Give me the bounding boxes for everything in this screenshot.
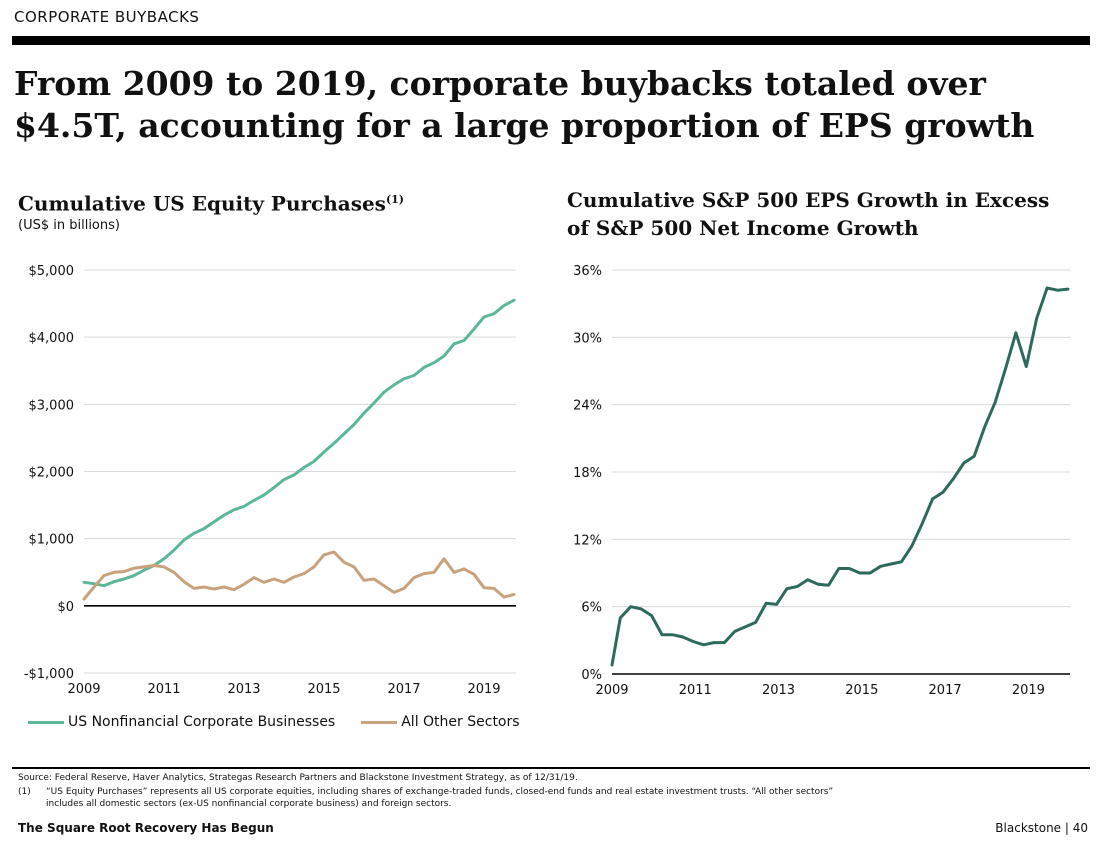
right-chart-series-0-point-20 — [817, 583, 819, 585]
right-chart-series-0-point-35 — [973, 455, 975, 457]
footnote: (1) “US Equity Purchases” represents all … — [18, 786, 1018, 810]
right-chart-ytick-label-2: 12% — [573, 533, 602, 548]
right-chart-series-0-point-12 — [734, 630, 736, 632]
right-chart-series-0-point-2 — [630, 605, 632, 607]
right-chart-series-0-point-44 — [1067, 288, 1069, 290]
footnote-number: (1) — [18, 786, 46, 798]
right-chart-ytick-label-4: 24% — [573, 399, 602, 414]
right-chart-series-0-point-18 — [796, 585, 798, 587]
right-chart-series-0-point-32 — [942, 491, 944, 493]
right-chart-series-0-point-17 — [786, 588, 788, 590]
deck-title: The Square Root Recovery Has Begun — [18, 821, 274, 835]
legend-item-other-sectors: All Other Sectors — [361, 714, 519, 730]
right-chart-series-0-point-1 — [619, 617, 621, 619]
right-chart-series-0-point-42 — [1046, 287, 1048, 289]
right-chart-series-line-0 — [612, 288, 1068, 665]
right-chart-series-0-point-28 — [900, 561, 902, 563]
bottom-rule — [12, 767, 1090, 769]
right-chart-series-0-point-19 — [806, 579, 808, 581]
footnote-text: “US Equity Purchases” represents all US … — [46, 786, 986, 810]
right-chart-series-0-point-40 — [1025, 365, 1027, 367]
right-chart-ytick-label-3: 18% — [573, 466, 602, 481]
legend-item-nonfinancial: US Nonfinancial Corporate Businesses — [28, 714, 335, 730]
right-chart-eps-excess-growth: 0% 6% 12% 18% 24% 30% 36% 2009 2011 2013 2015 2017 2… — [0, 0, 1106, 712]
right-chart-series-0-point-36 — [983, 426, 985, 428]
right-chart-series-0-point-26 — [879, 565, 881, 567]
right-chart-xtick-label-1: 2011 — [679, 683, 712, 698]
right-chart-ytick-label-6: 36% — [573, 264, 602, 279]
right-chart-ytick-label-5: 30% — [573, 331, 602, 346]
right-chart-series-0-point-31 — [931, 498, 933, 500]
right-chart-series-0-point-6 — [671, 634, 673, 636]
right-chart-series-0-point-3 — [640, 608, 642, 610]
right-chart-series-0-point-22 — [838, 567, 840, 569]
right-chart-series-0-point-29 — [911, 545, 913, 547]
right-chart-series-0-point-25 — [869, 572, 871, 574]
right-chart-xtick-label-0: 2009 — [595, 683, 628, 698]
legend-label-other-sectors: All Other Sectors — [401, 714, 519, 730]
right-chart-series-0-point-4 — [650, 614, 652, 616]
right-chart-series-0-point-15 — [765, 602, 767, 604]
right-chart-series-0-point-11 — [723, 641, 725, 643]
right-chart-xtick-label-4: 2017 — [929, 683, 962, 698]
right-chart-xtick-label-5: 2019 — [1012, 683, 1045, 698]
source-note: Source: Federal Reserve, Haver Analytics… — [18, 772, 1078, 784]
right-chart-xtick-label-3: 2015 — [845, 683, 878, 698]
left-chart-legend: US Nonfinancial Corporate Businesses All… — [28, 714, 520, 730]
right-chart-series-0-point-43 — [1056, 289, 1058, 291]
right-chart-ytick-label-1: 6% — [581, 601, 602, 616]
right-chart-series-0-point-23 — [848, 567, 850, 569]
right-chart-series-0-point-8 — [692, 640, 694, 642]
right-chart-series-0-point-7 — [682, 636, 684, 638]
right-chart-series-0-point-9 — [702, 644, 704, 646]
right-chart-series-0-point-39 — [1015, 332, 1017, 334]
right-chart-series-0-point-30 — [921, 522, 923, 524]
right-chart-series-0-point-24 — [859, 572, 861, 574]
right-chart-series-0-point-0 — [611, 664, 613, 666]
right-chart-series-0-point-5 — [661, 634, 663, 636]
legend-label-nonfinancial: US Nonfinancial Corporate Businesses — [68, 714, 335, 730]
right-chart-series-0-point-33 — [952, 478, 954, 480]
right-chart-series-0-point-27 — [890, 563, 892, 565]
right-chart-series-0-point-16 — [775, 603, 777, 605]
right-chart-xtick-label-2: 2013 — [762, 683, 795, 698]
right-chart-series-0-point-34 — [963, 462, 965, 464]
right-chart-series-0-point-38 — [1004, 368, 1006, 370]
footnote-text-line-2: includes all domestic sectors (ex-US non… — [46, 799, 451, 809]
legend-swatch-nonfinancial — [28, 721, 64, 724]
legend-swatch-other-sectors — [361, 721, 397, 724]
right-chart-series-0-point-37 — [994, 401, 996, 403]
right-chart-ytick-label-0: 0% — [581, 668, 602, 683]
right-chart-series-0-point-10 — [713, 641, 715, 643]
right-chart-series-0-point-13 — [744, 626, 746, 628]
right-chart-series-0-point-14 — [754, 621, 756, 623]
right-chart-series-0-point-41 — [1035, 317, 1037, 319]
footnote-text-line-1: “US Equity Purchases” represents all US … — [46, 787, 833, 797]
right-chart-series-0-point-21 — [827, 584, 829, 586]
brand-page-number: Blackstone | 40 — [995, 821, 1088, 835]
